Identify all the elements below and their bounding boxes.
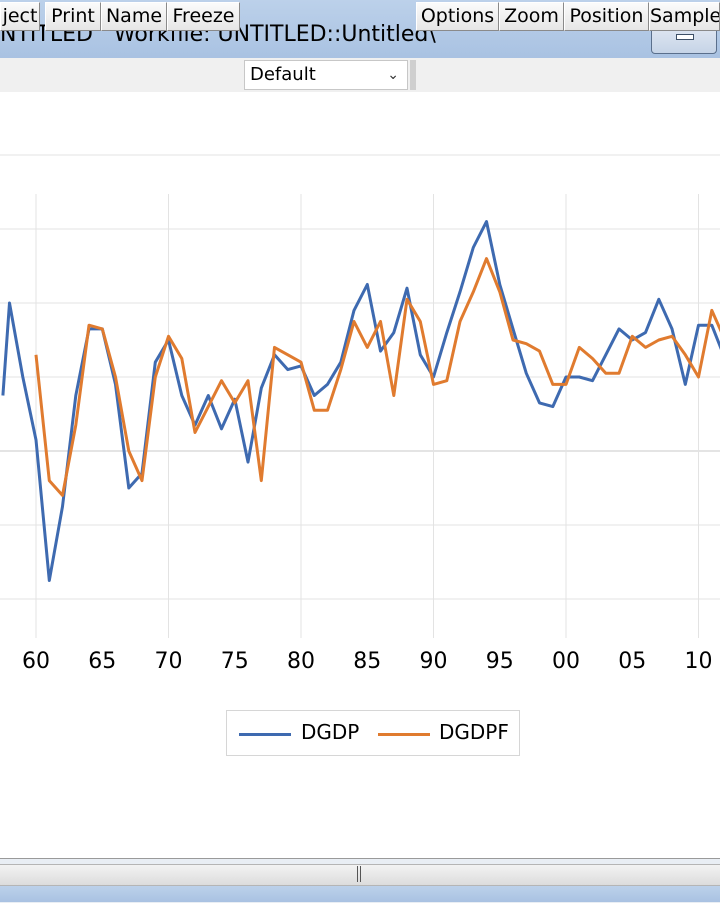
x-tick-label: 95 bbox=[486, 649, 514, 674]
x-tick-label: 00 bbox=[552, 649, 580, 674]
options-button[interactable]: Options bbox=[416, 2, 499, 31]
freeze-button[interactable]: Freeze bbox=[167, 2, 240, 31]
x-tick-label: 65 bbox=[88, 649, 116, 674]
x-tick-label: 70 bbox=[155, 649, 183, 674]
legend-swatch-dgdp bbox=[239, 733, 291, 736]
x-axis-ticks: 60 65 70 75 80 85 90 95 00 05 10 bbox=[22, 649, 713, 674]
x-tick-label: 85 bbox=[353, 649, 381, 674]
series-line-dgdpf bbox=[34, 257, 720, 497]
name-button[interactable]: Name bbox=[101, 2, 167, 31]
line-chart: 60 65 70 75 80 85 90 95 00 05 10 bbox=[0, 154, 720, 674]
position-button[interactable]: Position bbox=[564, 2, 649, 31]
chart-legend: DGDP DGDPF bbox=[226, 710, 520, 756]
print-button[interactable]: Print bbox=[45, 2, 101, 31]
minimize-icon bbox=[676, 34, 694, 40]
zoom-button[interactable]: Zoom bbox=[499, 2, 564, 31]
legend-label-dgdpf: DGDPF bbox=[439, 720, 509, 744]
legend-swatch-dgdpf bbox=[378, 733, 430, 736]
series-line-dgdp bbox=[1, 220, 720, 582]
object-button[interactable]: ject bbox=[0, 2, 40, 31]
toolbar-separator bbox=[410, 60, 416, 90]
x-tick-label: 05 bbox=[618, 649, 646, 674]
scroll-grip-icon[interactable] bbox=[356, 866, 364, 882]
view-combo[interactable]: Default ⌄ bbox=[244, 60, 408, 90]
x-tick-label: 75 bbox=[221, 649, 249, 674]
grid-layer bbox=[0, 154, 720, 638]
x-tick-label: 60 bbox=[22, 649, 50, 674]
x-tick-label: 80 bbox=[287, 649, 315, 674]
legend-label-dgdp: DGDP bbox=[301, 720, 360, 744]
view-combo-value: Default bbox=[250, 64, 316, 85]
sample-button[interactable]: Sample bbox=[649, 2, 720, 31]
x-tick-label: 10 bbox=[685, 649, 713, 674]
window-bottom-edge bbox=[0, 886, 720, 902]
x-tick-label: 90 bbox=[420, 649, 448, 674]
series-layer bbox=[1, 220, 720, 582]
chevron-down-icon: ⌄ bbox=[387, 67, 399, 83]
